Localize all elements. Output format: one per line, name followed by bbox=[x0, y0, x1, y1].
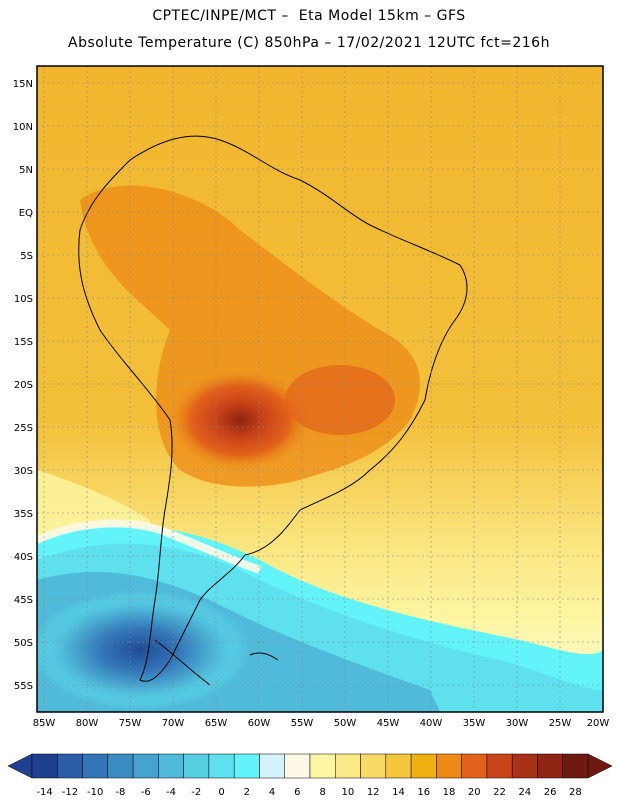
colorbar-swatch bbox=[385, 753, 412, 779]
colorbar-swatch bbox=[82, 753, 109, 779]
colorbar-swatch bbox=[309, 753, 336, 779]
colorbar-swatch bbox=[360, 753, 387, 779]
lon-label: 80W bbox=[76, 718, 99, 729]
colorbar-label: 28 bbox=[569, 787, 582, 798]
lon-label: 75W bbox=[119, 718, 142, 729]
latitude-labels: 15N 10N 5N EQ 5S 10S 15S 20S 25S 30S 35S… bbox=[13, 79, 33, 692]
colorbar-label: 18 bbox=[443, 787, 456, 798]
longitude-labels: 85W 80W 75W 70W 65W 60W 55W 50W 45W 40W … bbox=[33, 718, 610, 729]
temperature-field bbox=[37, 66, 603, 712]
lat-label: 5N bbox=[19, 165, 33, 176]
colorbar-label: 14 bbox=[392, 787, 405, 798]
lat-label: 25S bbox=[14, 423, 33, 434]
colorbar-min-arrow bbox=[7, 753, 33, 779]
colorbar-swatch bbox=[132, 753, 159, 779]
colorbar-swatch bbox=[537, 753, 563, 779]
lon-label: 55W bbox=[291, 718, 314, 729]
colorbar-max-arrow bbox=[587, 753, 613, 779]
lat-label: 55S bbox=[14, 681, 33, 692]
colorbar-swatch bbox=[461, 753, 488, 779]
colorbar-label: 0 bbox=[218, 787, 224, 798]
lat-label: 20S bbox=[14, 380, 33, 391]
colorbar-swatch bbox=[183, 753, 210, 779]
colorbar-label: 10 bbox=[342, 787, 355, 798]
colorbar-swatch bbox=[233, 753, 260, 779]
lon-label: 85W bbox=[33, 718, 56, 729]
lon-label: 45W bbox=[377, 718, 400, 729]
lat-label: 10N bbox=[13, 122, 33, 133]
lat-label: 45S bbox=[14, 595, 33, 606]
coastline bbox=[78, 135, 468, 686]
colorbar-label: 20 bbox=[468, 787, 481, 798]
lat-label: 35S bbox=[14, 509, 33, 520]
colorbar-label: 24 bbox=[518, 787, 531, 798]
lon-label: 70W bbox=[162, 718, 185, 729]
lon-label: 40W bbox=[420, 718, 443, 729]
colorbar-swatch bbox=[31, 753, 58, 779]
lat-label: 15S bbox=[14, 337, 33, 348]
colorbar-swatch bbox=[158, 753, 184, 779]
lat-label: 30S bbox=[14, 466, 33, 477]
graticule bbox=[37, 66, 603, 712]
map-title-model: CPTEC/INPE/MCT – Eta Model 15km – GFS bbox=[152, 8, 466, 24]
colorbar: -14 -12 -10 -8 -6 -4 -2 0 2 4 6 8 10 12 14 16 18 20 22 24 26… bbox=[7, 753, 613, 798]
map-frame bbox=[36, 65, 604, 713]
lat-label: 5S bbox=[20, 251, 33, 262]
colorbar-swatch bbox=[208, 753, 235, 779]
lat-label: 15N bbox=[13, 79, 33, 90]
colorbar-swatch bbox=[562, 753, 589, 779]
lat-label: 40S bbox=[14, 552, 33, 563]
colorbar-label: 2 bbox=[244, 787, 250, 798]
colorbar-label: -10 bbox=[87, 787, 103, 798]
lat-label: 50S bbox=[14, 638, 33, 649]
colorbar-label: 4 bbox=[269, 787, 275, 798]
colorbar-swatch bbox=[511, 753, 538, 779]
colorbar-label: -8 bbox=[115, 787, 125, 798]
lon-label: 30W bbox=[506, 718, 529, 729]
lon-label: 35W bbox=[463, 718, 486, 729]
colorbar-label: -4 bbox=[166, 787, 176, 798]
colorbar-swatch bbox=[436, 753, 462, 779]
lat-label: 10S bbox=[14, 294, 33, 305]
colorbar-label: -6 bbox=[141, 787, 151, 798]
colorbar-label: 16 bbox=[417, 787, 430, 798]
colorbar-label: 26 bbox=[544, 787, 557, 798]
colorbar-swatch bbox=[259, 753, 285, 779]
lon-label: 20W bbox=[587, 718, 610, 729]
lon-label: 50W bbox=[334, 718, 357, 729]
map-title-variable: Absolute Temperature (C) 850hPa – 17/02/… bbox=[68, 35, 550, 51]
colorbar-label: 12 bbox=[367, 787, 380, 798]
lon-label: 25W bbox=[549, 718, 572, 729]
colorbar-label: 6 bbox=[294, 787, 300, 798]
colorbar-swatch bbox=[107, 753, 134, 779]
colorbar-swatch bbox=[57, 753, 83, 779]
lon-label: 60W bbox=[248, 718, 271, 729]
colorbar-label: 8 bbox=[319, 787, 325, 798]
colorbar-swatch bbox=[410, 753, 437, 779]
colorbar-label: 22 bbox=[493, 787, 506, 798]
colorbar-swatch bbox=[335, 753, 361, 779]
colorbar-swatch bbox=[486, 753, 513, 779]
colorbar-swatch bbox=[284, 753, 311, 779]
colorbar-label: -2 bbox=[191, 787, 201, 798]
colorbar-label: -12 bbox=[62, 787, 78, 798]
colorbar-label: -14 bbox=[36, 787, 52, 798]
lat-label: EQ bbox=[19, 208, 33, 219]
lon-label: 65W bbox=[205, 718, 228, 729]
